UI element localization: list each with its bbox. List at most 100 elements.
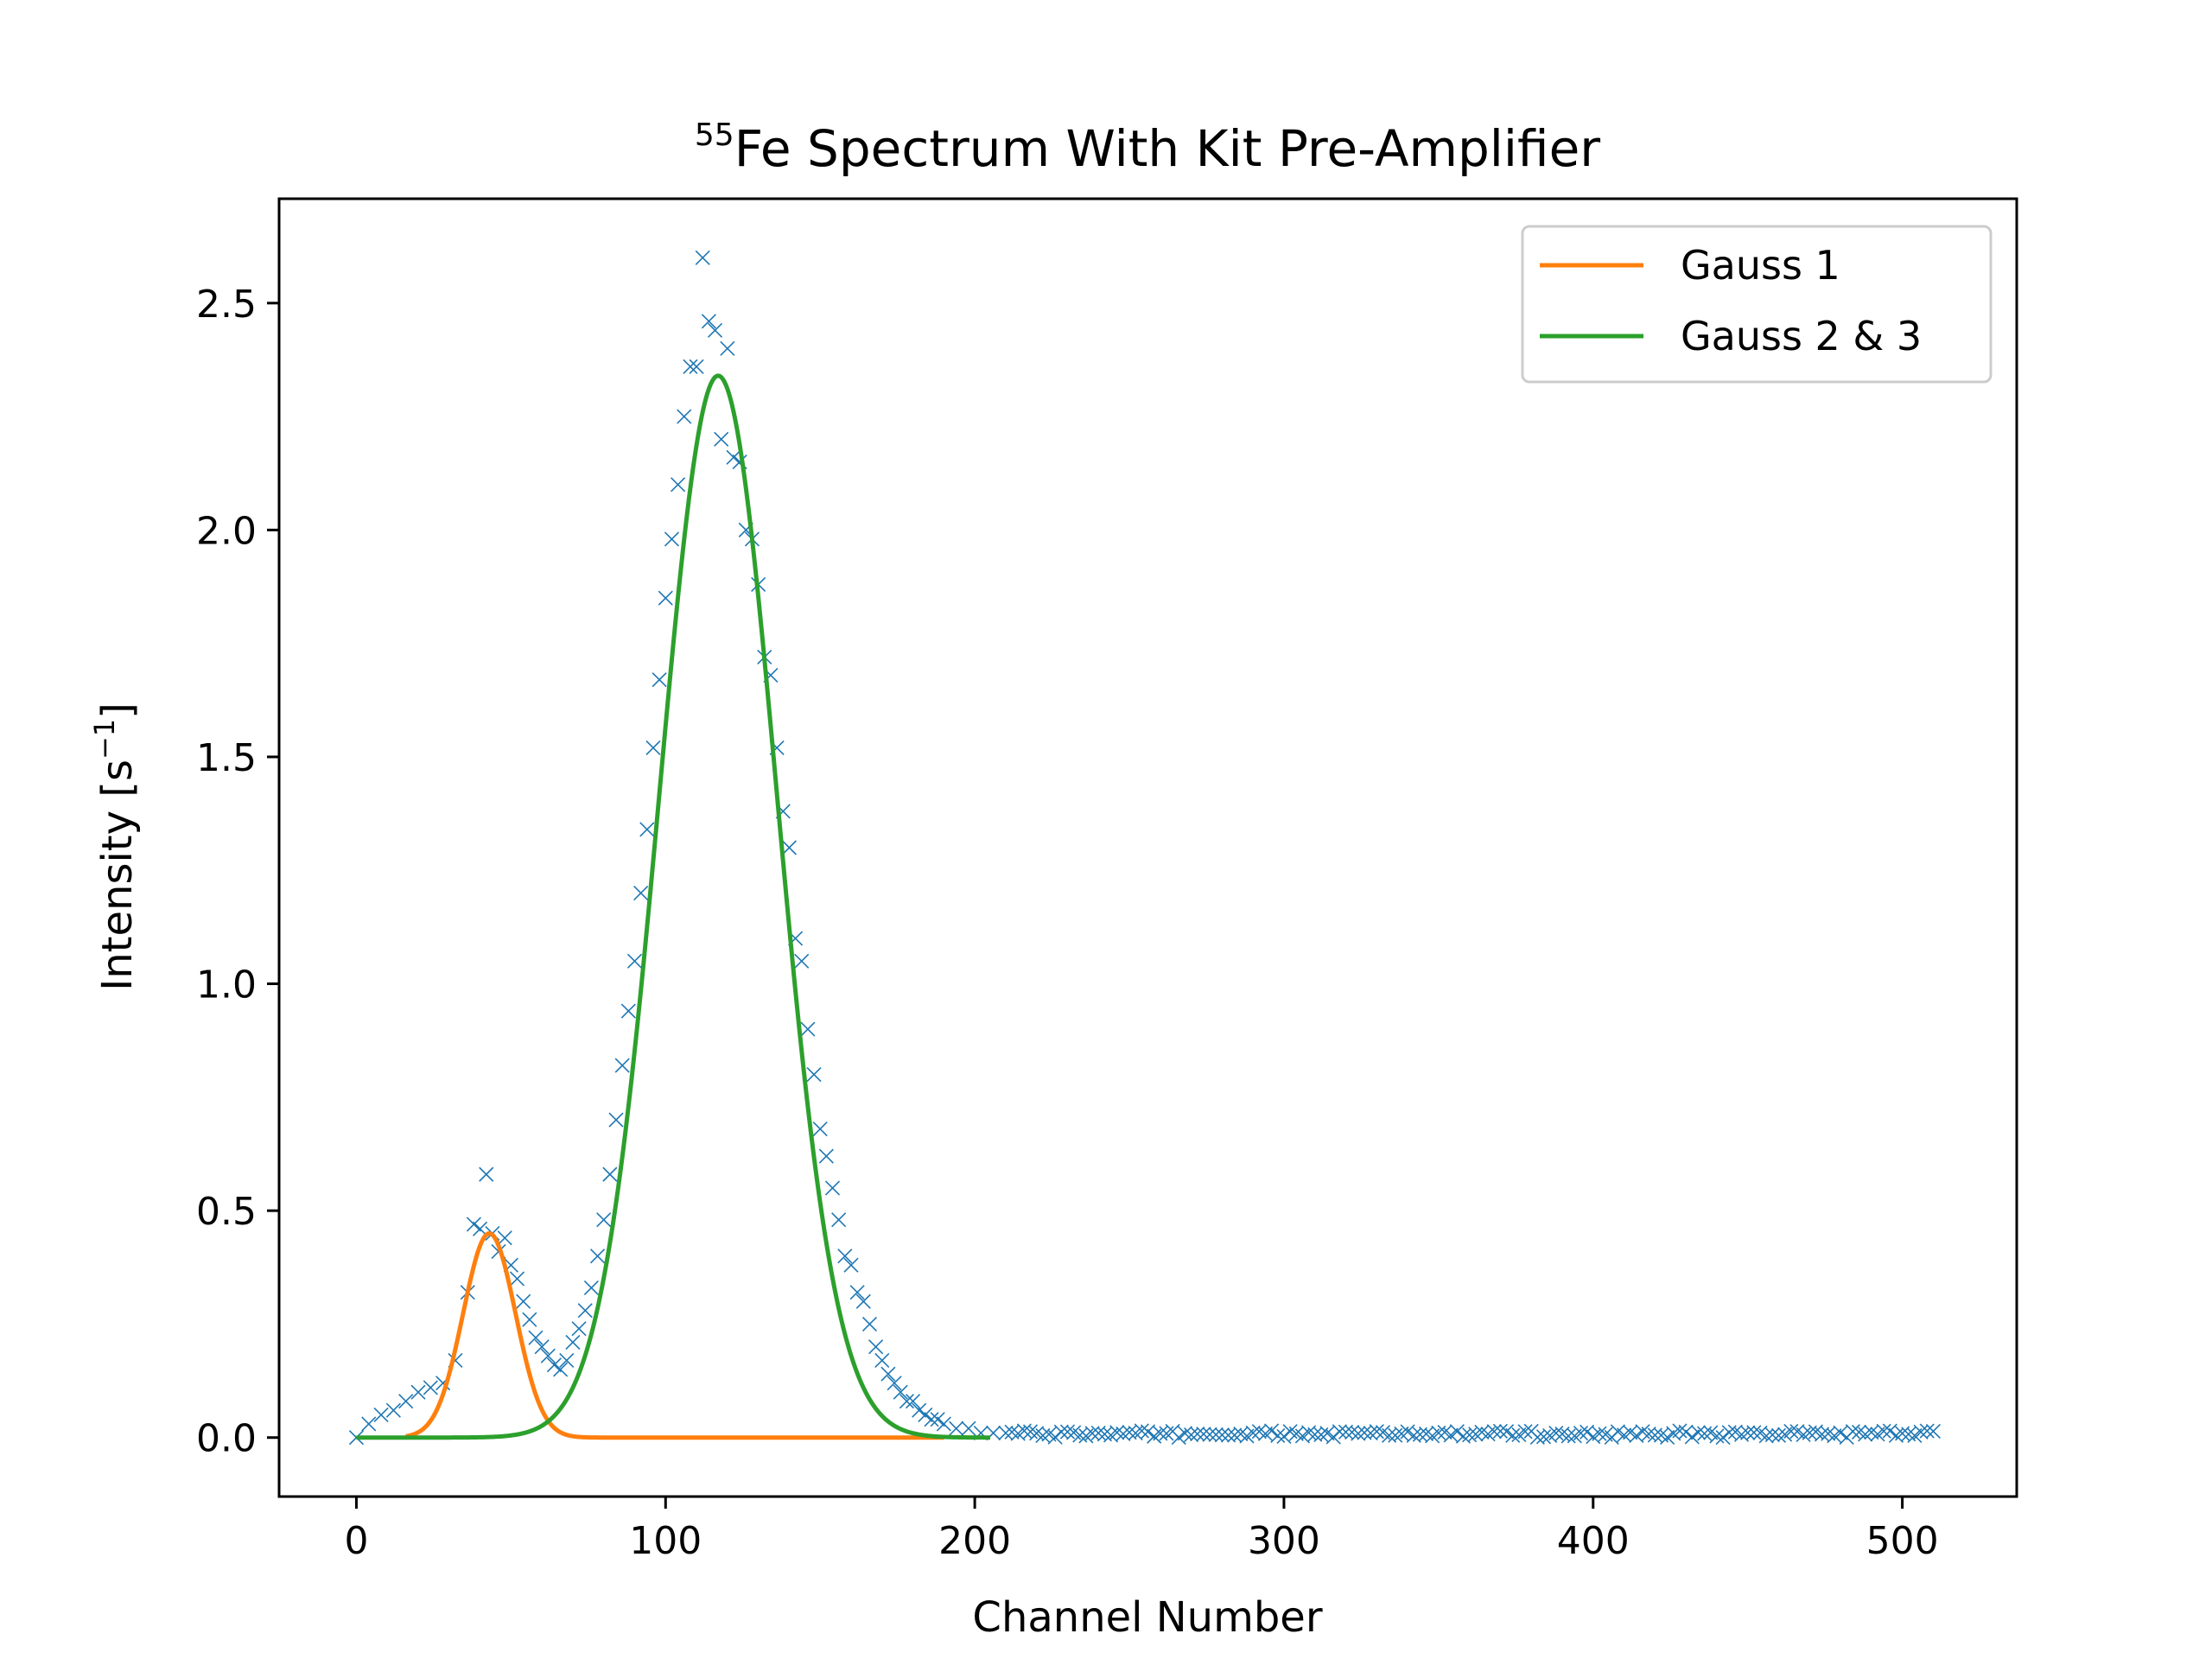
data-point-116 bbox=[1153, 1426, 1168, 1441]
data-point-33 bbox=[608, 1112, 624, 1128]
data-point-223 bbox=[1815, 1427, 1830, 1442]
data-point-136 bbox=[1276, 1428, 1292, 1445]
y-tick-label-4: 2.0 bbox=[196, 509, 257, 553]
data-point-23 bbox=[546, 1357, 563, 1373]
data-point-141 bbox=[1307, 1427, 1323, 1442]
data-point-38 bbox=[639, 822, 655, 837]
data-point-129 bbox=[1233, 1426, 1249, 1442]
data-point-4 bbox=[398, 1394, 414, 1409]
data-point-45 bbox=[683, 359, 698, 374]
data-point-35 bbox=[620, 1003, 636, 1019]
data-point-20 bbox=[528, 1330, 543, 1345]
data-point-34 bbox=[614, 1058, 630, 1073]
data-point-27 bbox=[571, 1321, 587, 1337]
chart-title: 55Fe Spectrum With Kit Pre-Amplifier bbox=[695, 118, 1600, 178]
data-point-127 bbox=[1220, 1427, 1236, 1443]
data-point-185 bbox=[1580, 1424, 1595, 1440]
y-tick-label-1: 0.5 bbox=[196, 1190, 257, 1234]
data-point-107 bbox=[1096, 1427, 1112, 1442]
x-tick-label-400: 400 bbox=[1557, 1519, 1630, 1563]
data-point-68 bbox=[824, 1180, 841, 1196]
y-axis-ticks: 0.0 0.5 1.0 1.5 2.0 2.5 bbox=[196, 283, 279, 1461]
series-line-gauss-2-3 bbox=[355, 373, 991, 1440]
data-point-17 bbox=[509, 1271, 525, 1287]
data-point-122 bbox=[1190, 1426, 1205, 1442]
data-point-212 bbox=[1746, 1425, 1762, 1440]
chart-title-main: Fe Spectrum With Kit Pre-Amplifier bbox=[734, 119, 1601, 178]
data-point-157 bbox=[1406, 1427, 1421, 1443]
fit-curves bbox=[355, 373, 991, 1440]
x-tick-label-300: 300 bbox=[1248, 1519, 1320, 1563]
data-point-168 bbox=[1474, 1424, 1490, 1440]
data-point-128 bbox=[1227, 1427, 1243, 1443]
data-point-75 bbox=[868, 1339, 884, 1355]
data-point-105 bbox=[1084, 1426, 1100, 1441]
data-point-43 bbox=[671, 477, 686, 493]
data-point-64 bbox=[800, 1021, 816, 1037]
y-tick-label-5: 2.5 bbox=[196, 283, 257, 327]
data-point-80 bbox=[899, 1394, 914, 1409]
data-point-91 bbox=[998, 1425, 1014, 1441]
data-point-226 bbox=[1833, 1425, 1848, 1440]
data-point-147 bbox=[1344, 1425, 1360, 1440]
data-point-208 bbox=[1721, 1425, 1737, 1440]
data-point-52 bbox=[726, 449, 741, 465]
data-point-180 bbox=[1548, 1425, 1564, 1441]
legend-label-gauss-1: Gauss 1 bbox=[1681, 242, 1840, 289]
data-point-145 bbox=[1332, 1424, 1347, 1440]
data-point-231 bbox=[1864, 1424, 1879, 1440]
data-point-73 bbox=[855, 1294, 871, 1309]
data-point-70 bbox=[837, 1249, 853, 1264]
data-point-241 bbox=[1925, 1423, 1941, 1440]
data-point-86 bbox=[936, 1416, 951, 1432]
data-point-148 bbox=[1351, 1426, 1366, 1441]
data-point-184 bbox=[1573, 1426, 1589, 1441]
data-point-106 bbox=[1090, 1425, 1106, 1441]
data-point-236 bbox=[1895, 1426, 1910, 1441]
data-point-83 bbox=[918, 1407, 933, 1423]
data-point-37 bbox=[633, 885, 649, 901]
data-point-97 bbox=[1035, 1427, 1051, 1444]
data-point-69 bbox=[831, 1212, 847, 1228]
data-point-120 bbox=[1177, 1426, 1193, 1441]
data-point-84 bbox=[924, 1412, 939, 1427]
data-point-233 bbox=[1876, 1423, 1891, 1439]
data-point-82 bbox=[912, 1402, 927, 1418]
data-point-125 bbox=[1208, 1427, 1224, 1442]
data-point-51 bbox=[720, 340, 735, 356]
data-point-196 bbox=[1647, 1427, 1662, 1443]
y-tick-label-0: 0.0 bbox=[196, 1417, 257, 1461]
data-point-111 bbox=[1122, 1425, 1137, 1440]
data-point-187 bbox=[1592, 1426, 1607, 1441]
data-point-173 bbox=[1505, 1427, 1521, 1443]
data-point-81 bbox=[905, 1394, 921, 1409]
data-point-110 bbox=[1116, 1426, 1131, 1442]
y-axis-label-end: ] bbox=[93, 702, 142, 719]
data-point-72 bbox=[849, 1285, 865, 1300]
data-point-240 bbox=[1919, 1423, 1935, 1439]
data-point-39 bbox=[645, 740, 661, 756]
legend: Gauss 1 Gauss 2 & 3 bbox=[1521, 225, 1993, 384]
data-point-49 bbox=[707, 322, 723, 338]
data-point-135 bbox=[1270, 1427, 1286, 1443]
data-point-5 bbox=[410, 1384, 426, 1400]
data-point-19 bbox=[522, 1312, 537, 1327]
data-point-228 bbox=[1845, 1424, 1860, 1440]
data-point-154 bbox=[1388, 1427, 1403, 1443]
data-point-172 bbox=[1499, 1424, 1515, 1440]
data-point-46 bbox=[689, 359, 704, 374]
data-point-88 bbox=[961, 1421, 976, 1436]
data-point-114 bbox=[1140, 1424, 1156, 1440]
data-point-131 bbox=[1245, 1425, 1261, 1440]
data-point-201 bbox=[1678, 1424, 1694, 1440]
data-point-167 bbox=[1468, 1427, 1484, 1442]
data-point-121 bbox=[1184, 1427, 1199, 1443]
data-point-178 bbox=[1535, 1429, 1552, 1445]
x-axis-ticks: 0 100 200 300 400 500 bbox=[344, 1497, 1939, 1563]
series-line-gauss-1 bbox=[405, 1230, 945, 1440]
data-point-134 bbox=[1264, 1423, 1280, 1439]
plot-frame bbox=[277, 197, 2018, 1498]
data-point-214 bbox=[1758, 1428, 1774, 1444]
data-point-2 bbox=[373, 1407, 389, 1423]
